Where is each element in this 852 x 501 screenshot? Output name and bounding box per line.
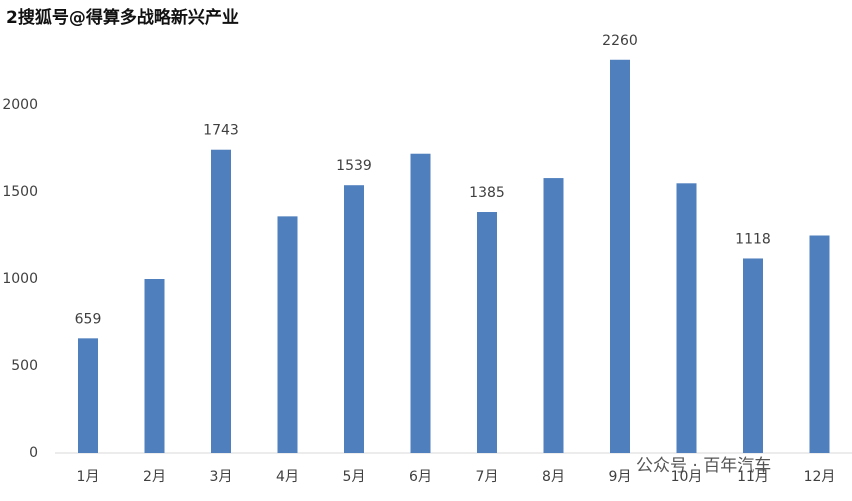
data-label: 659 [75,311,102,327]
x-tick-label: 9月 [609,469,632,485]
x-tick-label: 3月 [210,469,233,485]
bar [543,178,564,453]
x-tick-label: 5月 [343,469,366,485]
y-tick-label: 0 [29,445,38,461]
y-tick-label: 500 [11,358,38,374]
bar [610,59,630,453]
watermark: 2搜狐号@得算多战略新兴产业 [6,7,239,28]
data-label: 2260 [602,33,638,49]
bar [344,185,364,454]
y-tick-label: 1000 [2,271,38,287]
y-tick-label: 1500 [2,184,38,200]
bar [809,235,830,453]
data-label: 1743 [203,123,239,139]
bar [277,216,298,453]
data-label: 1385 [469,185,505,201]
x-tick-label: 4月 [276,469,299,485]
bar [410,153,431,453]
data-label: 1118 [735,231,771,247]
bar [743,258,763,453]
y-tick-label: 2000 [2,97,38,113]
x-tick-label: 12月 [804,469,836,485]
x-tick-label: 6月 [409,469,432,485]
x-tick-label: 2月 [143,469,166,485]
data-label: 1539 [336,158,372,174]
bar [676,183,697,454]
bar [144,279,165,453]
x-tick-label: 10月 [671,469,703,485]
x-tick-label: 11月 [737,469,769,485]
x-tick-label: 8月 [542,469,565,485]
source-mark: 公众号 · 百年汽车 [636,456,771,476]
bar [477,212,497,453]
bar [211,149,231,453]
x-tick-label: 1月 [77,469,100,485]
bar [78,338,98,453]
x-tick-label: 7月 [476,469,499,485]
